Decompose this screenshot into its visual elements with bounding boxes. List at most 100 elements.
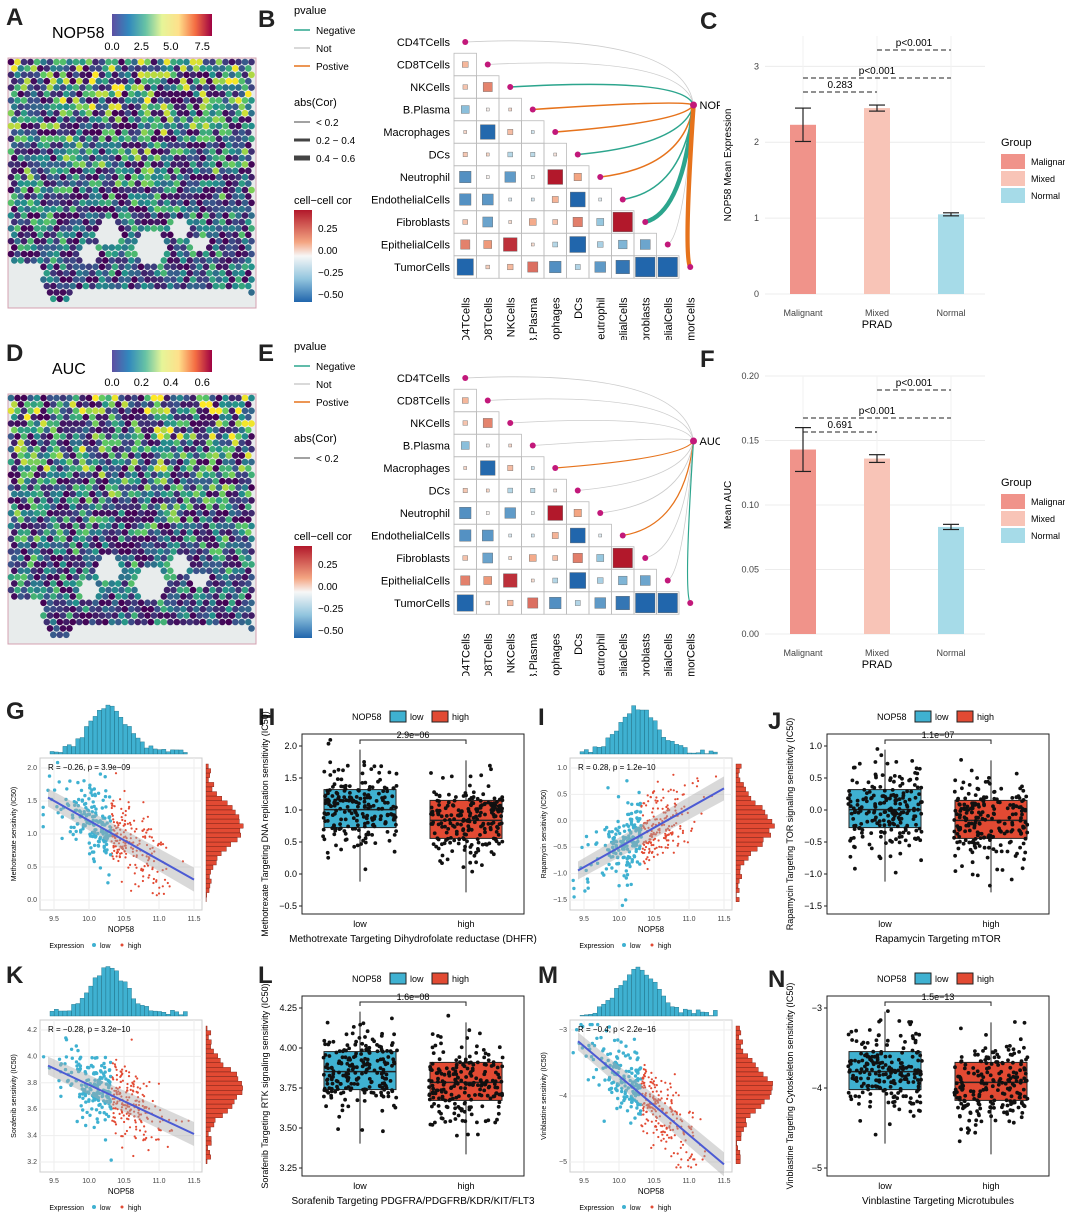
box-point — [989, 835, 994, 840]
scatter-point — [147, 876, 150, 879]
scatter-point — [114, 772, 118, 775]
spot — [20, 561, 28, 568]
spot — [206, 593, 213, 600]
spot — [189, 263, 197, 271]
spot — [228, 250, 236, 258]
spot — [228, 109, 236, 117]
spot — [37, 529, 44, 536]
scatter-point — [113, 829, 116, 832]
spot — [222, 148, 229, 155]
scatter-point — [624, 898, 628, 902]
spot — [20, 161, 28, 168]
corr-square — [569, 572, 586, 589]
spot — [124, 394, 132, 402]
scatter-point — [151, 846, 154, 849]
spot — [189, 84, 197, 91]
spot — [92, 263, 99, 271]
spot — [193, 605, 200, 613]
spot — [225, 426, 233, 434]
spot — [144, 497, 151, 504]
histogram-bar — [205, 786, 213, 792]
spot — [53, 263, 60, 271]
spot — [30, 129, 38, 136]
scatter-point — [106, 881, 110, 885]
scatter-point — [52, 788, 57, 792]
spot — [163, 407, 171, 415]
x-tick: 11.5 — [717, 916, 730, 923]
scatter-point — [626, 824, 631, 828]
spot — [163, 212, 171, 219]
spot — [170, 276, 177, 283]
spot — [209, 237, 216, 245]
spot — [50, 439, 57, 447]
spot — [154, 193, 161, 200]
spot — [115, 180, 122, 187]
scatter-point — [702, 795, 705, 799]
spot — [20, 173, 28, 181]
spot — [160, 180, 168, 187]
box-point — [325, 850, 330, 855]
spot — [183, 71, 190, 79]
legend-item: < 0.2 — [316, 118, 339, 129]
spot — [27, 135, 34, 143]
box-point — [890, 788, 895, 792]
bar-normal — [938, 214, 964, 294]
spot — [111, 173, 119, 181]
spot — [186, 554, 194, 562]
spot — [95, 103, 103, 111]
spot — [56, 180, 64, 187]
box-point — [448, 840, 452, 845]
spot — [183, 394, 190, 402]
panel-label-n: N — [768, 966, 786, 993]
spot — [170, 199, 177, 207]
spot — [209, 394, 216, 402]
scatter-point — [73, 803, 77, 807]
scatter-point — [606, 786, 610, 790]
spot — [30, 593, 38, 600]
spot — [66, 263, 73, 271]
spot — [66, 212, 73, 219]
spot — [46, 420, 54, 427]
col-label: CD8TCells — [483, 633, 495, 676]
spot — [186, 129, 194, 136]
spot — [141, 413, 148, 421]
spot — [105, 109, 112, 117]
spot — [89, 154, 96, 162]
spot — [63, 631, 70, 639]
spot — [206, 65, 213, 72]
spot — [183, 84, 190, 91]
spot — [92, 135, 99, 143]
spot — [27, 573, 34, 581]
spot — [232, 567, 239, 575]
spot — [173, 180, 181, 187]
spot — [150, 212, 158, 219]
box-point — [342, 789, 347, 793]
box-point — [471, 795, 476, 799]
box-point — [907, 797, 912, 802]
spot — [56, 567, 64, 575]
box-point — [328, 760, 333, 765]
spot — [144, 199, 151, 207]
spot — [53, 561, 60, 568]
box-point — [988, 883, 992, 888]
spot — [248, 237, 255, 245]
scatter-point — [47, 774, 52, 778]
spot — [40, 276, 47, 283]
spot — [27, 458, 34, 466]
spot — [248, 484, 255, 491]
box-point — [894, 760, 899, 764]
spot — [17, 77, 25, 85]
spot — [134, 477, 142, 485]
spot — [154, 167, 161, 175]
corr-square — [531, 197, 535, 202]
spot — [157, 199, 164, 207]
spot — [180, 605, 187, 613]
box-point — [986, 814, 990, 818]
spot — [40, 535, 47, 543]
spot — [37, 516, 44, 523]
spot — [121, 90, 129, 98]
spot — [141, 193, 148, 200]
scatter-point — [112, 846, 115, 849]
box-point — [961, 841, 966, 846]
y-tick: 0.0 — [557, 818, 567, 825]
